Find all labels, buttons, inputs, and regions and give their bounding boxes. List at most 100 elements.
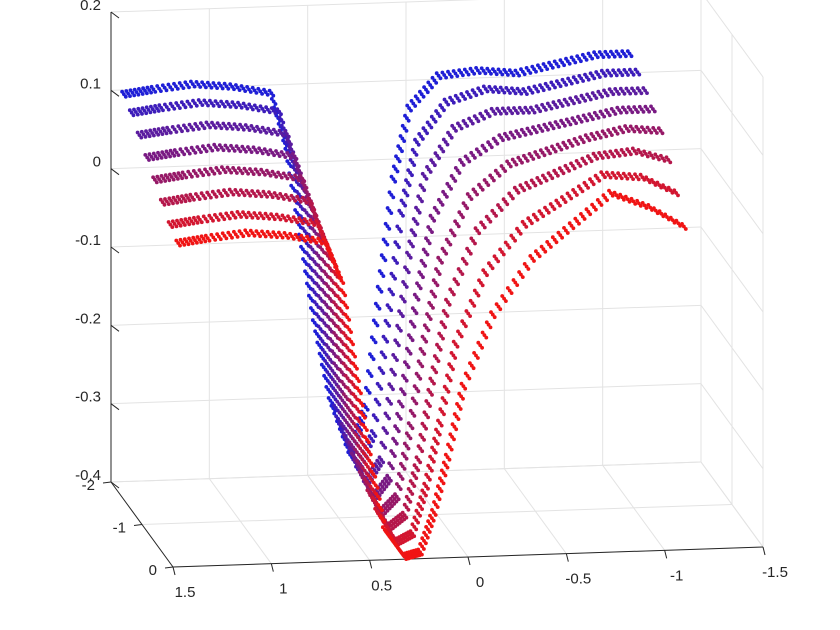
data-point <box>627 51 632 56</box>
data-point <box>597 151 601 155</box>
data-point <box>214 215 219 220</box>
data-point <box>510 111 515 116</box>
data-point <box>396 429 401 434</box>
data-point <box>237 88 242 92</box>
data-point <box>545 67 550 71</box>
data-point <box>281 171 286 176</box>
data-point <box>147 88 152 92</box>
data-point <box>584 58 589 62</box>
data-point <box>174 174 178 179</box>
data-point <box>321 365 326 370</box>
data-point <box>260 125 265 130</box>
data-point <box>203 239 208 244</box>
data-point <box>220 194 225 199</box>
data-point <box>575 54 580 58</box>
data-point <box>416 468 421 473</box>
data-point <box>420 507 424 511</box>
data-point <box>430 468 434 473</box>
data-point <box>643 104 648 109</box>
data-point <box>176 103 180 108</box>
data-point <box>435 342 439 347</box>
data-point <box>472 351 476 355</box>
data-point <box>170 87 175 92</box>
data-point <box>194 80 199 84</box>
data-point <box>340 428 344 433</box>
data-point <box>551 126 556 131</box>
data-point <box>496 259 501 264</box>
data-point <box>359 431 364 436</box>
data-point <box>244 149 248 154</box>
data-point <box>432 459 436 464</box>
data-point <box>413 219 418 224</box>
data-point <box>316 284 321 289</box>
data-point <box>351 361 356 366</box>
data-point <box>572 118 577 123</box>
data-point <box>419 92 424 97</box>
data-point <box>371 463 375 468</box>
data-point <box>592 110 597 115</box>
data-point <box>472 288 477 293</box>
data-point <box>317 343 322 347</box>
data-point <box>301 257 305 261</box>
data-point <box>335 345 340 350</box>
data-point <box>622 91 627 96</box>
data-point <box>250 231 255 236</box>
data-point <box>321 237 326 242</box>
data-point <box>540 150 545 155</box>
data-point <box>410 531 415 536</box>
data-point <box>211 218 215 223</box>
grid-line <box>700 383 764 469</box>
grid-line <box>110 461 702 483</box>
data-point <box>470 121 475 126</box>
data-point <box>186 169 191 174</box>
z-tick-label: -0.2 <box>75 310 101 327</box>
data-point <box>385 473 390 478</box>
data-point <box>424 177 429 181</box>
data-point <box>387 461 392 466</box>
data-point <box>446 102 451 107</box>
data-point <box>416 520 420 525</box>
data-point <box>544 108 548 112</box>
data-point <box>241 210 245 215</box>
data-point <box>329 278 334 283</box>
data-point <box>467 159 472 164</box>
data-point <box>239 231 244 236</box>
data-point <box>580 189 585 194</box>
data-point <box>516 190 521 195</box>
data-point <box>522 188 527 193</box>
data-point <box>274 174 279 179</box>
data-point <box>525 92 529 96</box>
data-point <box>159 156 164 160</box>
data-point <box>265 194 269 199</box>
data-point <box>548 173 553 178</box>
data-point <box>241 127 246 132</box>
data-point <box>510 133 515 137</box>
data-point <box>531 181 536 185</box>
data-point <box>195 221 200 225</box>
data-point <box>609 49 613 54</box>
data-point <box>399 198 404 203</box>
data-point <box>490 208 495 213</box>
data-point <box>490 266 495 271</box>
data-point <box>254 194 258 199</box>
data-point <box>485 89 490 94</box>
data-point <box>395 169 400 174</box>
data-point <box>488 219 493 224</box>
data-point <box>511 196 515 201</box>
z-tick-mark <box>110 168 120 176</box>
data-point <box>574 121 578 126</box>
data-point <box>535 217 540 222</box>
data-point <box>394 441 399 446</box>
data-point <box>603 73 608 78</box>
data-point <box>488 142 492 147</box>
data-point <box>537 155 541 160</box>
data-point <box>491 136 496 141</box>
data-point <box>429 303 433 308</box>
data-point <box>537 254 542 259</box>
data-point <box>182 173 187 177</box>
data-point <box>428 466 432 470</box>
data-point <box>601 55 606 59</box>
data-point <box>269 235 274 239</box>
data-point <box>627 199 632 204</box>
data-point <box>402 376 407 380</box>
